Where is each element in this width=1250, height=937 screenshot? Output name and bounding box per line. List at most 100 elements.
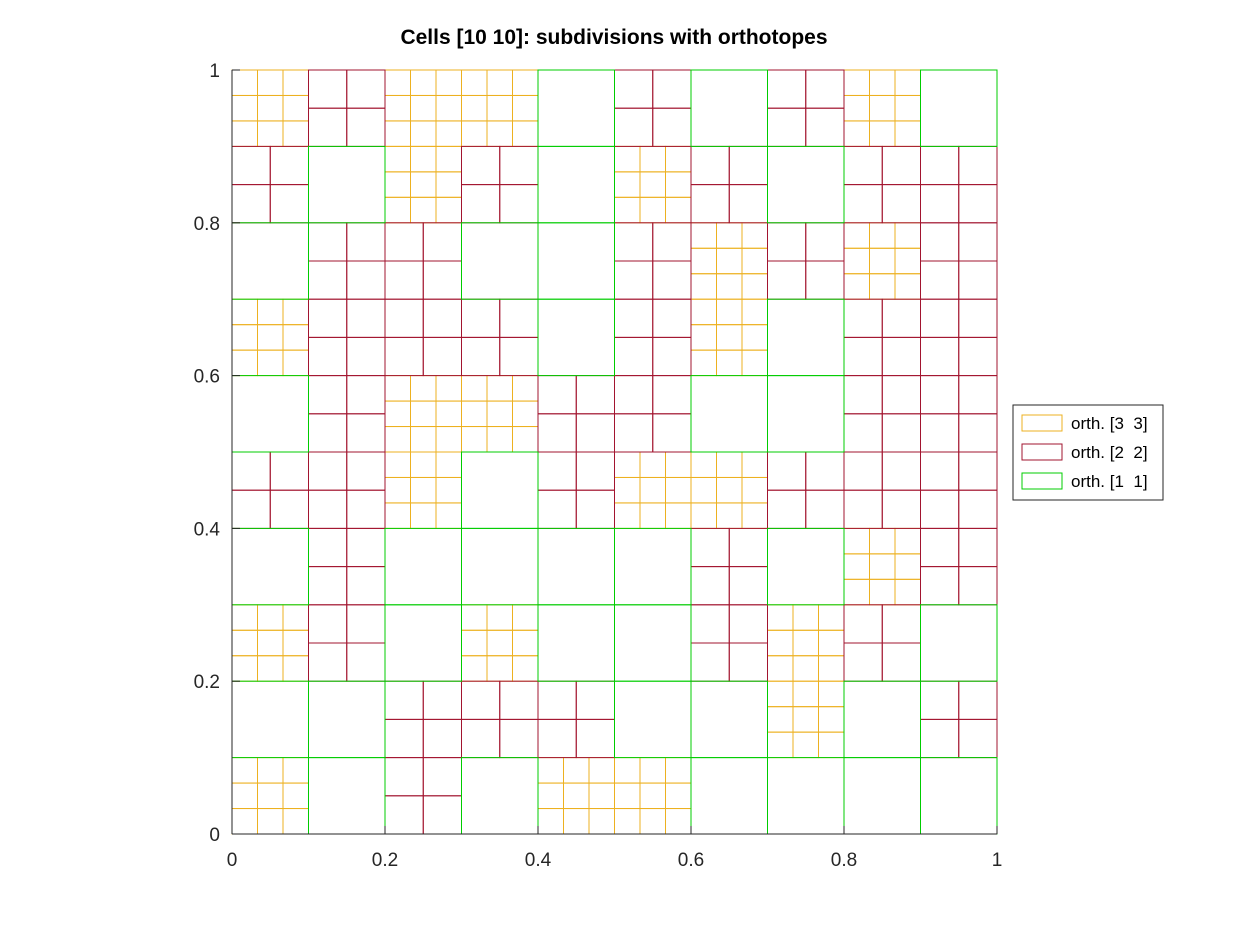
x-tick-label: 0.8	[831, 850, 857, 871]
cell-orthotope-1x1	[231, 527, 309, 606]
cell-orthotope-1x1	[690, 757, 768, 835]
orthotope-rect	[563, 782, 590, 810]
orthotope-rect	[690, 476, 717, 504]
cell-orthotope-1x1	[767, 757, 845, 835]
orthotope-rect	[843, 413, 883, 453]
orthotope-rect	[869, 578, 896, 606]
orthotope-rect	[461, 94, 488, 122]
orthotope-rect	[881, 413, 921, 453]
orthotope-rect	[269, 489, 309, 529]
orthotope-rect	[435, 502, 462, 529]
orthotope-rect	[269, 184, 309, 224]
orthotope-rect	[665, 476, 692, 504]
cells-layer	[231, 69, 998, 835]
orthotope-rect	[384, 260, 424, 300]
orthotope-rect	[741, 222, 768, 249]
orthotope-rect	[537, 489, 577, 529]
cell-orthotope-2x2	[614, 375, 692, 453]
orthotope-rect	[537, 604, 615, 682]
orthotope-rect	[920, 527, 960, 568]
cell-orthotope-1x1	[537, 527, 615, 606]
orthotope-rect	[614, 222, 654, 262]
orthotope-rect	[639, 171, 666, 198]
cell-orthotope-1x1	[461, 451, 539, 529]
orthotope-rect	[614, 476, 641, 504]
orthotope-rect	[410, 476, 437, 504]
orthotope-rect	[920, 757, 998, 835]
cell-orthotope-2x2	[690, 527, 768, 606]
cell-orthotope-1x1	[231, 222, 309, 300]
orthotope-rect	[231, 757, 258, 784]
cell-orthotope-3x3	[231, 604, 309, 682]
orthotope-rect	[499, 680, 539, 720]
orthotope-rect	[728, 145, 768, 186]
cell-orthotope-2x2	[231, 145, 309, 224]
orthotope-rect	[958, 336, 998, 377]
orthotope-rect	[741, 247, 768, 275]
orthotope-rect	[422, 222, 462, 262]
orthotope-rect	[805, 489, 845, 529]
cell-orthotope-2x2	[843, 145, 921, 224]
orthotope-rect	[461, 145, 501, 186]
cell-orthotope-3x3	[614, 451, 692, 529]
orthotope-rect	[869, 553, 896, 580]
orthotope-rect	[461, 680, 501, 720]
orthotope-rect	[308, 413, 348, 453]
orthotope-rect	[920, 336, 960, 377]
orthotope-rect	[384, 426, 411, 453]
orthotope-rect	[308, 527, 348, 568]
orthotope-rect	[894, 247, 921, 275]
orthotope-rect	[639, 757, 666, 784]
orthotope-rect	[384, 718, 424, 759]
cell-orthotope-2x2	[384, 222, 462, 300]
orthotope-rect	[805, 222, 845, 262]
orthotope-rect	[614, 680, 692, 759]
orthotope-rect	[384, 120, 411, 147]
orthotope-rect	[563, 808, 590, 835]
orthotope-rect	[410, 69, 437, 96]
orthotope-rect	[410, 451, 437, 478]
cell-orthotope-1x1	[767, 375, 845, 453]
orthotope-rect	[486, 400, 513, 428]
orthotope-rect	[435, 94, 462, 122]
orthotope-rect	[716, 324, 743, 351]
cell-orthotope-1x1	[308, 145, 386, 224]
orthotope-rect	[716, 273, 743, 300]
orthotope-rect	[869, 222, 896, 249]
orthotope-rect	[512, 375, 539, 402]
orthotope-rect	[257, 629, 284, 657]
cell-orthotope-3x3	[384, 69, 462, 147]
orthotope-rect	[639, 502, 666, 529]
orthotope-rect	[792, 680, 819, 708]
cell-orthotope-2x2	[690, 145, 768, 224]
x-tick-label: 0.4	[525, 850, 552, 871]
orthotope-rect	[843, 757, 921, 835]
cell-orthotope-2x2	[920, 451, 998, 529]
cell-orthotope-2x2	[843, 451, 921, 529]
orthotope-rect	[843, 451, 883, 491]
cell-orthotope-3x3	[767, 604, 845, 682]
orthotope-rect	[767, 222, 807, 262]
orthotope-rect	[894, 527, 921, 555]
orthotope-rect	[818, 706, 845, 733]
y-tick-label: 0.4	[194, 519, 221, 540]
orthotope-rect	[231, 324, 258, 351]
orthotope-rect	[614, 336, 654, 377]
orthotope-rect	[690, 451, 717, 478]
orthotope-rect	[486, 120, 513, 147]
orthotope-rect	[537, 451, 577, 491]
orthotope-rect	[486, 426, 513, 453]
orthotope-rect	[257, 757, 284, 784]
orthotope-rect	[741, 349, 768, 377]
orthotope-rect	[614, 69, 654, 109]
orthotope-rect	[282, 94, 309, 122]
cell-orthotope-1x1	[843, 757, 921, 835]
orthotope-rect	[843, 273, 870, 300]
cell-orthotope-1x1	[461, 757, 539, 835]
orthotope-rect	[843, 642, 883, 682]
orthotope-rect	[461, 426, 488, 453]
orthotope-rect	[257, 94, 284, 122]
orthotope-rect	[308, 566, 348, 606]
orthotope-rect	[588, 808, 615, 835]
orthotope-rect	[958, 222, 998, 262]
